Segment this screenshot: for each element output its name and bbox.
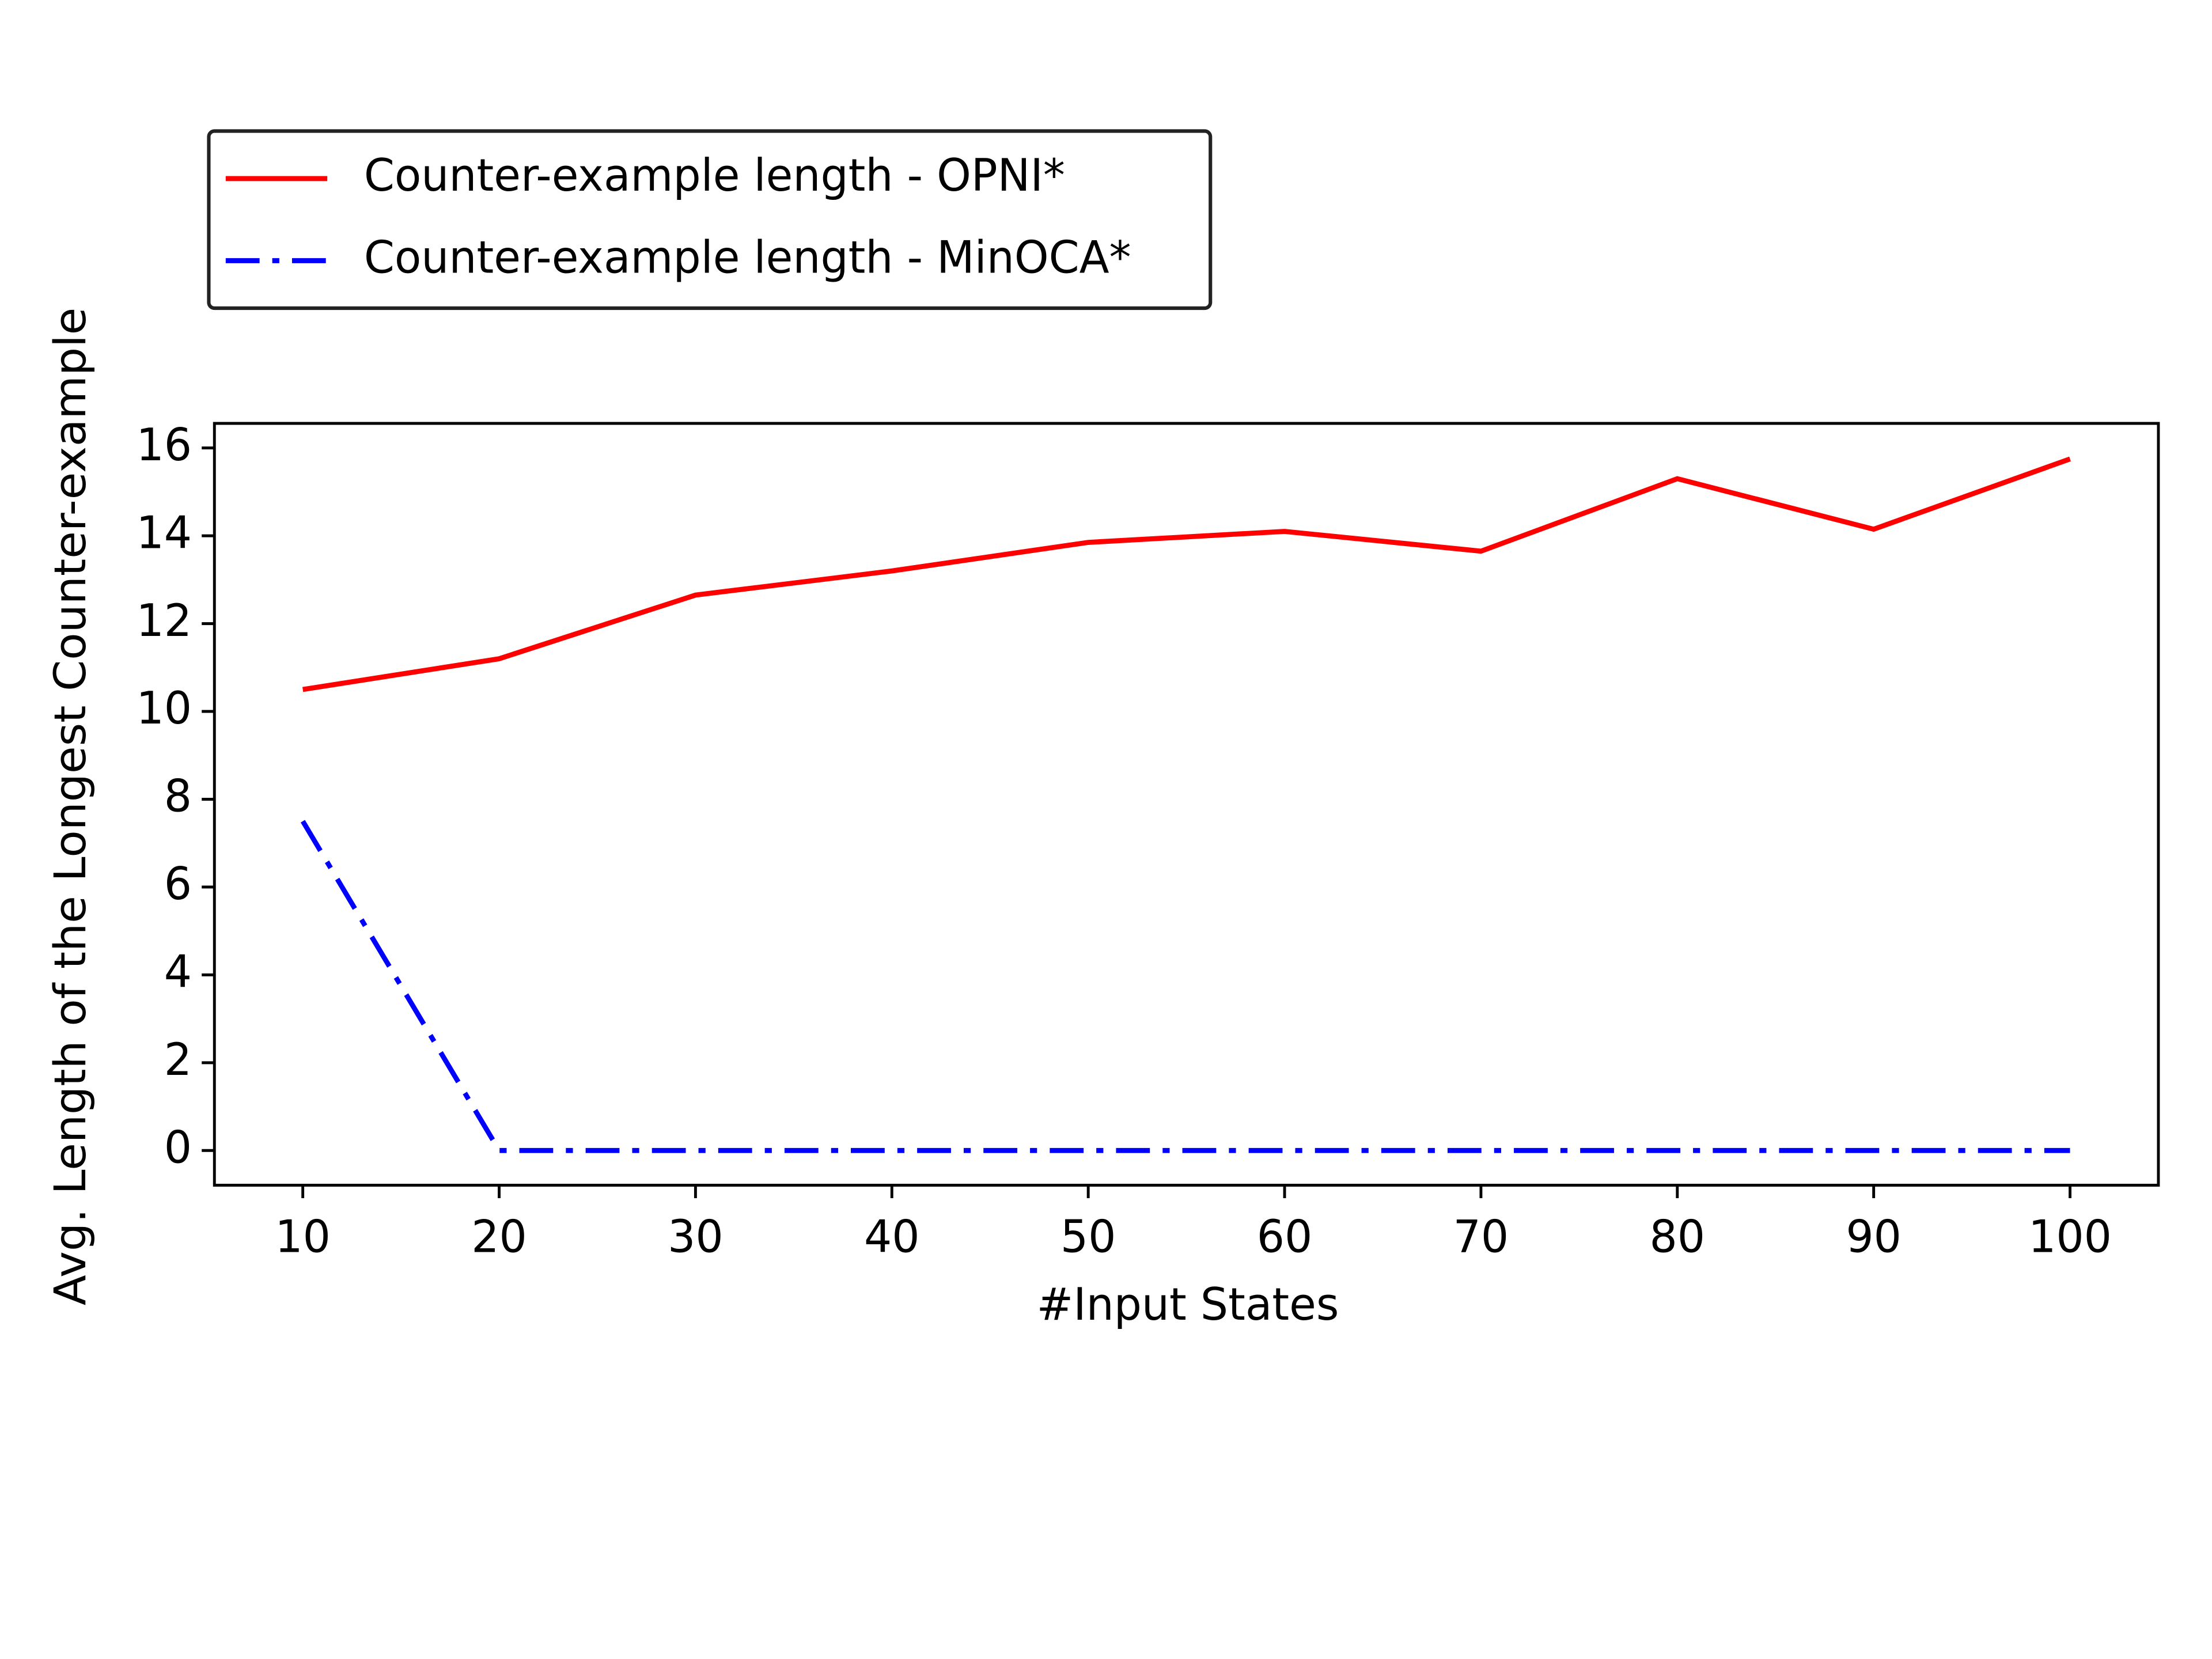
data-line bbox=[300, 820, 2070, 1153]
y-tick-label: 10 bbox=[136, 683, 192, 735]
plot-frame bbox=[213, 422, 2160, 1187]
x-tick-label: 80 bbox=[1649, 1211, 1705, 1263]
y-tick-label: 16 bbox=[136, 419, 192, 471]
x-tick-label: 50 bbox=[1060, 1211, 1116, 1263]
y-tick-label: 0 bbox=[164, 1122, 192, 1174]
x-tick-label: 100 bbox=[2028, 1211, 2112, 1263]
x-tick-label: 60 bbox=[1257, 1211, 1313, 1263]
x-tick-label: 40 bbox=[864, 1211, 920, 1263]
x-tick-label: 20 bbox=[471, 1211, 527, 1263]
y-tick-label: 4 bbox=[164, 946, 192, 998]
legend-box bbox=[207, 129, 1213, 310]
x-tick-label: 10 bbox=[275, 1211, 331, 1263]
x-tick-label: 30 bbox=[668, 1211, 724, 1263]
data-line bbox=[302, 456, 2071, 692]
x-tick-label: 90 bbox=[1846, 1211, 1902, 1263]
y-tick-label: 14 bbox=[136, 507, 192, 559]
y-axis-label: Avg. Length of the Longest Counter-examp… bbox=[46, 308, 96, 1306]
y-tick-label: 2 bbox=[164, 1034, 192, 1086]
y-tick-label: 8 bbox=[164, 771, 192, 823]
legend-label: Counter-example length - MinOCA* bbox=[364, 232, 1131, 284]
legend-label: Counter-example length - OPNI* bbox=[364, 150, 1065, 202]
x-tick-label: 70 bbox=[1453, 1211, 1509, 1263]
x-axis-label: #Input States bbox=[1037, 1279, 1339, 1331]
y-tick-label: 12 bbox=[136, 595, 192, 647]
y-tick-label: 6 bbox=[164, 858, 192, 910]
